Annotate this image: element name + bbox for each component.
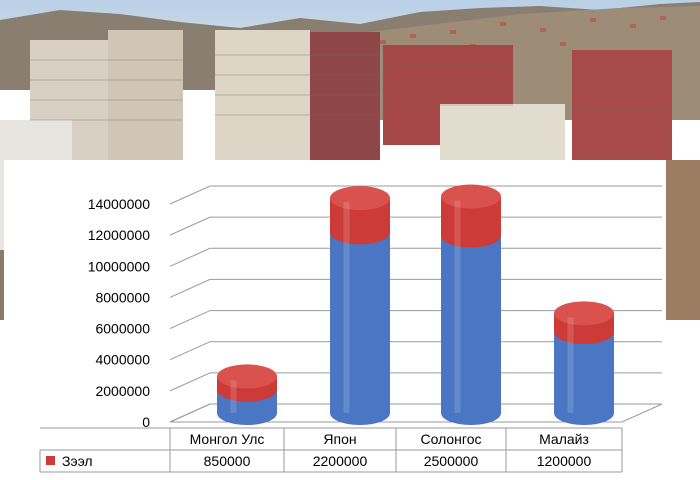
gridline <box>169 216 662 236</box>
category-label: Солонгос <box>420 431 481 447</box>
cylinder-2 <box>441 184 501 425</box>
category-label: Япон <box>323 431 356 447</box>
y-tick-label: 12000000 <box>88 227 151 243</box>
bar-highlight <box>230 380 237 413</box>
window-grid <box>30 54 672 121</box>
bar-base-series <box>330 232 390 425</box>
y-tick-label: 0 <box>142 414 150 430</box>
bar-zeel-series <box>330 198 390 245</box>
gridline <box>169 372 662 392</box>
building-far-right-brick <box>572 50 672 160</box>
legend-label: Зээл <box>62 453 93 469</box>
category-label: Малайз <box>539 431 589 447</box>
gridline <box>169 310 662 330</box>
y-tick-label: 2000000 <box>95 383 150 399</box>
gridline <box>169 403 662 423</box>
gridline <box>169 341 662 361</box>
category-label: Монгол Улс <box>190 431 265 447</box>
data-label: 2500000 <box>424 453 479 469</box>
bar-highlight <box>343 202 350 413</box>
y-axis-ticks: 0 2000000 4000000 6000000 8000000 10000000 120… <box>88 196 151 430</box>
data-label: 2200000 <box>313 453 368 469</box>
bar-top-cap <box>441 184 501 209</box>
bar-base-series <box>554 332 614 425</box>
y-tick-label: 14000000 <box>88 196 151 212</box>
cylinder-0 <box>217 364 277 425</box>
building-left-mid <box>108 30 183 160</box>
bars <box>217 184 614 425</box>
bar-top-cap <box>330 186 390 211</box>
ground-right <box>664 160 700 320</box>
gridline <box>169 185 662 205</box>
data-table: Монгол Улс 850000 Япон 2200000 Солонгос 25000… <box>39 427 623 473</box>
bar-top-cap <box>217 364 277 389</box>
bar-base-series <box>441 235 501 425</box>
bar-zeel-series <box>441 196 501 248</box>
y-tick-label: 8000000 <box>95 289 150 305</box>
bar-highlight <box>454 200 461 413</box>
legend-swatch <box>46 456 55 465</box>
building-center-brick <box>310 32 380 160</box>
cylinder-3 <box>554 301 614 425</box>
data-label: 1200000 <box>537 453 592 469</box>
y-tick-label: 6000000 <box>95 321 150 337</box>
cylinder-1 <box>330 186 390 425</box>
y-tick-label: 10000000 <box>88 258 151 274</box>
bar-top-cap <box>554 301 614 326</box>
y-tick-label: 4000000 <box>95 352 150 368</box>
data-label: 850000 <box>204 453 251 469</box>
chart-panel: 0 2000000 4000000 6000000 8000000 10000000 120… <box>4 160 666 480</box>
gridline <box>169 278 662 298</box>
bar-highlight <box>567 317 574 413</box>
gridline <box>169 247 662 267</box>
stacked-cylinder-chart: 0 2000000 4000000 6000000 8000000 10000000 120… <box>39 184 663 473</box>
building-right-light <box>440 104 565 160</box>
building-center-light <box>215 30 310 160</box>
